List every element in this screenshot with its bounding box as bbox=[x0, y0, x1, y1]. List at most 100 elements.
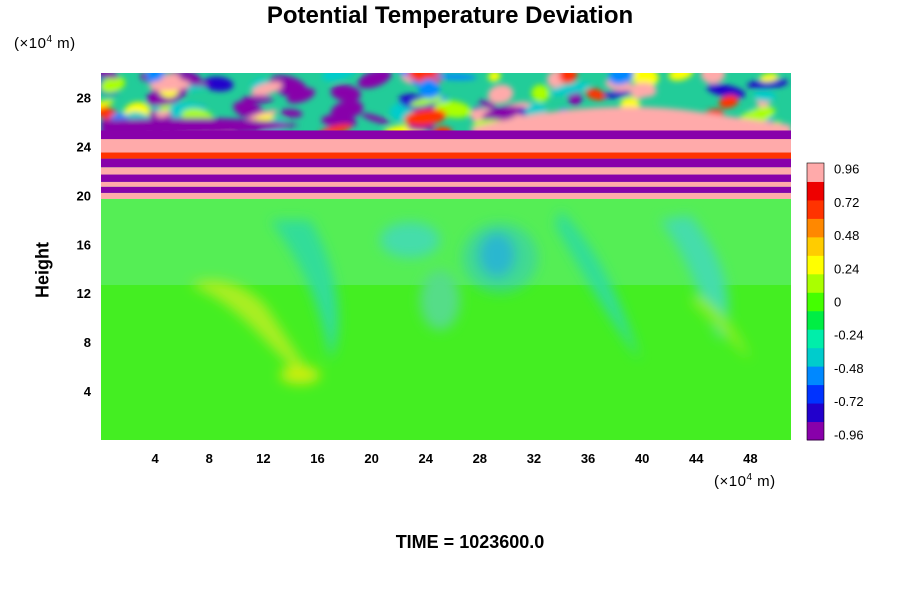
colorbar-segment bbox=[807, 273, 824, 293]
wave-blob bbox=[203, 76, 234, 92]
wave-blob bbox=[286, 88, 316, 104]
wave-blob bbox=[280, 109, 303, 118]
cyan-patch-b bbox=[420, 270, 460, 330]
colorbar-segment bbox=[807, 255, 824, 275]
wave-blob bbox=[479, 100, 497, 109]
colorbar-tick-label: 0 bbox=[834, 295, 841, 310]
colorbar-segment bbox=[807, 199, 824, 219]
colorbar-tick-label: -0.24 bbox=[834, 328, 864, 343]
x-tick-label: 20 bbox=[364, 451, 378, 466]
wave-blob bbox=[630, 82, 649, 99]
strat-band bbox=[101, 152, 791, 159]
wave-blob bbox=[322, 73, 359, 82]
wave-blob bbox=[101, 76, 126, 94]
x-tick-label: 28 bbox=[473, 451, 487, 466]
wave-blob bbox=[487, 84, 514, 104]
strat-band bbox=[101, 130, 791, 140]
x-tick-label: 32 bbox=[527, 451, 541, 466]
wave-blob bbox=[608, 73, 635, 85]
colorbar-tick-label: 0.24 bbox=[834, 261, 859, 276]
wave-blob bbox=[330, 84, 361, 102]
strat-band bbox=[101, 181, 791, 187]
y-tick-label: 4 bbox=[84, 384, 92, 399]
colorbar-segment bbox=[807, 421, 824, 441]
colorbar-segment bbox=[807, 236, 824, 256]
strat-band bbox=[101, 174, 791, 182]
strat-band bbox=[101, 139, 791, 153]
wave-blob bbox=[759, 73, 779, 82]
wave-blob bbox=[601, 90, 632, 98]
wave-blob bbox=[481, 105, 521, 123]
plume-yellow-right bbox=[690, 295, 750, 360]
wave-blob bbox=[148, 79, 191, 92]
wave-blob bbox=[330, 100, 364, 120]
x-tick-label: 48 bbox=[743, 451, 757, 466]
plume-cyan-right bbox=[555, 210, 640, 360]
wave-blob bbox=[585, 88, 606, 101]
wave-blob bbox=[706, 83, 746, 99]
cold-halo bbox=[462, 223, 538, 293]
x-tick-label: 12 bbox=[256, 451, 270, 466]
x-tick-label: 8 bbox=[206, 451, 213, 466]
wave-blob bbox=[753, 91, 776, 102]
wave-blob bbox=[241, 95, 274, 104]
strat-band bbox=[101, 167, 791, 175]
wave-blob bbox=[668, 73, 694, 81]
chart-title: Potential Temperature Deviation bbox=[266, 2, 634, 29]
y-tick-label: 16 bbox=[77, 237, 91, 252]
wave-blob bbox=[719, 94, 739, 109]
wave-blob bbox=[251, 81, 283, 97]
x-tick-label: 24 bbox=[418, 451, 433, 466]
wave-blob bbox=[101, 73, 119, 79]
strat-bands bbox=[101, 130, 791, 200]
colorbar-segment bbox=[807, 292, 824, 312]
colorbar-tick-label: 0.48 bbox=[834, 228, 859, 243]
wave-blob bbox=[409, 95, 443, 107]
wave-blob bbox=[407, 73, 443, 85]
colorbar-segment bbox=[807, 347, 824, 367]
colorbar-segment bbox=[807, 310, 824, 330]
y-tick-label: 20 bbox=[77, 188, 91, 203]
y-tick-label: 12 bbox=[77, 286, 91, 301]
wave-blob bbox=[161, 73, 181, 85]
wave-blob bbox=[155, 109, 170, 118]
wave-blob bbox=[488, 73, 501, 82]
wave-blob bbox=[746, 78, 789, 89]
x-tick-label: 44 bbox=[689, 451, 704, 466]
time-annotation: TIME = 1023600.0 bbox=[395, 532, 545, 552]
plume-cyan-left bbox=[270, 220, 339, 360]
y-tick-label: 8 bbox=[84, 335, 91, 350]
colorbar-tick-label: -0.72 bbox=[834, 394, 864, 409]
wave-blob bbox=[146, 73, 166, 85]
y-axis-unit: (×104 m) bbox=[14, 34, 76, 52]
y-tick-label: 24 bbox=[77, 139, 92, 154]
y-tick-label: 28 bbox=[77, 90, 91, 105]
wave-blob bbox=[559, 73, 577, 84]
colorbar-segment bbox=[807, 218, 824, 238]
wave-blob bbox=[549, 82, 591, 96]
x-tick-labels: 4 8 12 16 20 24 28 32 36 40 44 48 bbox=[152, 451, 758, 466]
x-tick-label: 36 bbox=[581, 451, 595, 466]
plume-yellow bbox=[190, 280, 315, 380]
x-tick-label: 4 bbox=[152, 451, 160, 466]
wave-blob bbox=[433, 73, 477, 80]
wave-blob bbox=[101, 99, 114, 110]
x-tick-label: 40 bbox=[635, 451, 649, 466]
strat-band bbox=[101, 192, 791, 200]
strat-band bbox=[101, 186, 791, 193]
colorbar-tick-label: -0.48 bbox=[834, 361, 864, 376]
colorbar-segment bbox=[807, 384, 824, 404]
swirl-lower bbox=[280, 366, 320, 384]
cyan-patch-a bbox=[380, 222, 440, 258]
colorbar-segment bbox=[807, 403, 824, 423]
plot-area bbox=[101, 73, 791, 440]
colorbar-segment bbox=[807, 329, 824, 349]
colorbar-tick-label: 0.72 bbox=[834, 195, 859, 210]
x-axis-unit: (×104 m) bbox=[714, 472, 776, 490]
wave-blob bbox=[357, 73, 392, 89]
colorbar bbox=[806, 162, 825, 441]
wave-blob bbox=[418, 78, 440, 99]
strat-band bbox=[101, 158, 791, 168]
colorbar-tick-labels: 0.96 0.72 0.48 0.24 0 -0.24 -0.48 -0.72 -0.96 bbox=[834, 162, 864, 443]
